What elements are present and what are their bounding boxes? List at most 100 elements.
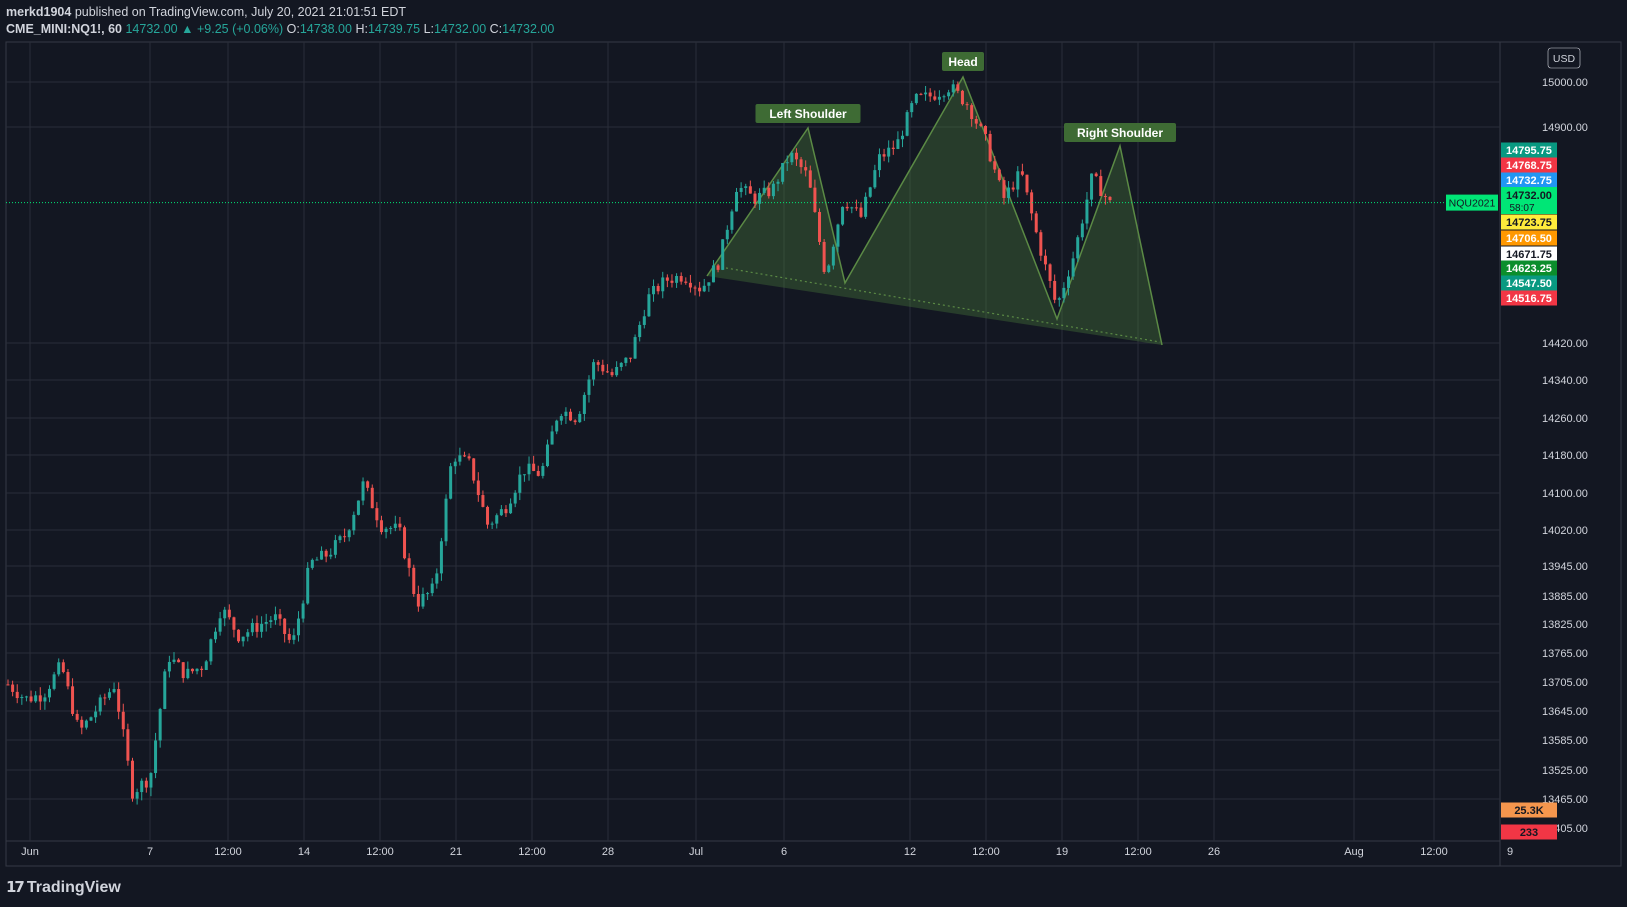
candle [223,606,227,627]
candle-body [1085,199,1089,224]
candle [725,225,729,245]
pattern-area [707,77,1162,345]
candle [545,439,549,468]
candle [919,92,923,96]
candle-body [1007,187,1011,198]
candle [20,694,24,705]
candle [421,587,425,609]
candle [730,209,734,234]
candle-body [804,167,808,171]
candle [453,458,457,475]
candle-body [721,239,725,270]
candle [24,695,28,702]
candle-body [52,674,56,689]
candle-body [845,206,849,209]
candle-body [269,620,273,622]
x-tick-label: 28 [602,846,614,858]
candle [324,549,328,563]
candle-body [486,506,490,525]
candle-body [306,567,310,604]
x-tick-label: Jul [689,846,703,858]
candle [467,453,471,461]
candle [117,682,121,720]
pattern-label: Left Shoulder [769,107,847,121]
candle [140,778,144,801]
candle [615,361,619,377]
pattern-outline [706,75,1163,346]
candle-body [555,420,559,432]
chart-frame [5,41,1622,867]
candle-body [430,583,434,594]
candle [942,94,946,102]
candle-body [573,420,577,423]
candle [209,638,213,665]
y-tick-label: 14340.00 [1542,375,1588,387]
pattern-label: Right Shoulder [1077,126,1163,140]
candle [172,652,176,664]
candle-body [476,480,480,496]
candle [951,79,955,97]
head-and-shoulders-pattern[interactable]: Left Shoulder Head Right Shoulder [706,52,1176,346]
candle [181,662,185,683]
candle-body [384,528,388,533]
candle-body [919,93,923,95]
candle [582,392,586,421]
candle [822,239,826,274]
candle [1099,169,1103,197]
candle [984,125,988,141]
candle-body [329,554,333,557]
candle [260,616,264,638]
candle-body [117,689,121,712]
candle [965,101,969,110]
candle [841,206,845,226]
candle-body [250,622,254,633]
candle [186,661,190,680]
candle-body [1034,213,1038,233]
candle [679,272,683,285]
candle [449,462,453,500]
candle-body [47,688,51,698]
candle-body [11,684,15,692]
candle-body [633,337,637,359]
price-marker-bg [1501,157,1557,173]
candle-body [310,559,314,568]
candle-body [347,530,351,538]
candle-body [997,169,1001,181]
candle-body [186,668,190,679]
candle-body [167,661,171,672]
author-name[interactable]: merkd1904 [6,5,72,19]
candle-body [213,631,217,640]
candle-body [444,498,448,542]
candle [273,606,277,625]
candle [850,206,854,214]
candle-body [684,281,688,283]
last-price: 14732.00 [125,22,178,36]
ohlc-legend: CME_MINI:NQ1!, 60 14732.00 ▲ +9.25 (+0.0… [6,22,554,36]
candle-body [38,695,42,702]
symbol-label[interactable]: CME_MINI:NQ1!, 60 [6,22,122,36]
candle [1062,282,1066,303]
candle-body [209,639,213,662]
candle-body [98,697,102,712]
candle-body [868,187,872,197]
candle [430,578,434,597]
candle-body [140,780,144,793]
candle-body [1103,196,1107,198]
candle [94,705,98,723]
candle [947,89,951,100]
candle [154,732,158,779]
candle [296,611,300,642]
candle [518,466,522,501]
candle [1090,173,1094,207]
candle-body [776,181,780,184]
tradingview-logo[interactable]: 𝟭𝟳 TradingView [6,878,121,897]
candle-body [255,622,259,632]
candle-body [135,792,139,799]
candle [315,556,319,561]
candle [366,480,370,492]
candle-body [744,186,748,188]
candlestick-series [6,79,1112,805]
candle [246,628,250,642]
x-tick-label: Aug [1344,846,1364,858]
